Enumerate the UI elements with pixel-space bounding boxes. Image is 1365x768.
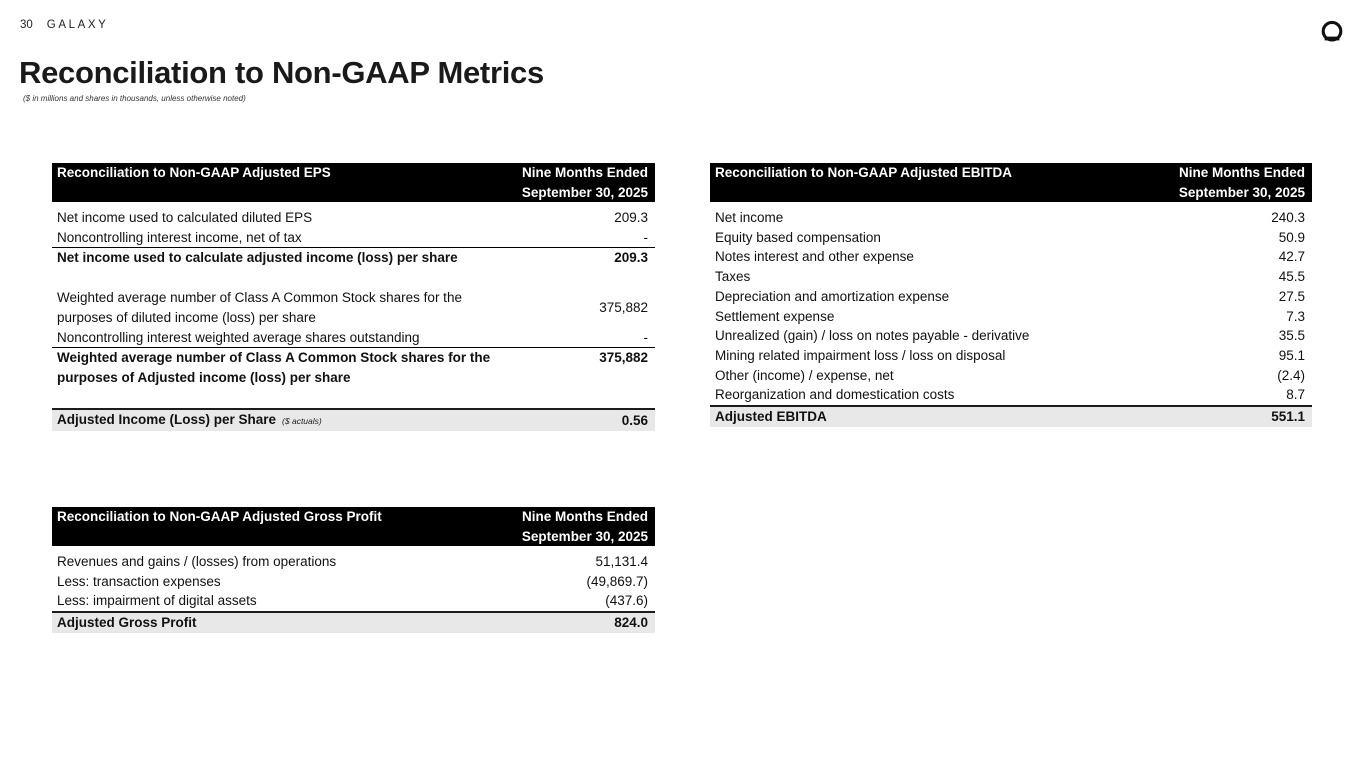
table-row: Reorganization and domestication costs 8.…	[710, 385, 1312, 405]
galaxy-logo-icon	[1320, 20, 1344, 44]
row-value: 0.56	[621, 412, 648, 428]
table-row	[52, 388, 655, 408]
row-value: (49,869.7)	[586, 573, 648, 589]
row-label: Net income used to calculated diluted EP…	[57, 210, 313, 225]
row-label: Notes interest and other expense	[715, 249, 914, 265]
table-row: Notes interest and other expense 42.7	[710, 247, 1312, 267]
table-title: Reconciliation to Non-GAAP Adjusted EBIT…	[715, 165, 1013, 180]
row-value: 95.1	[1278, 347, 1305, 363]
period-line-2: September 30, 2025	[521, 528, 648, 544]
adjusted-ebitda-table: Reconciliation to Non-GAAP Adjusted EBIT…	[710, 163, 1312, 427]
table-row: Adjusted EBITDA 551.1	[710, 405, 1312, 427]
row-label-note: ($ actuals)	[282, 415, 322, 426]
row-label: Weighted average number of Class A Commo…	[57, 350, 491, 385]
row-label: Net income	[715, 210, 784, 225]
table-row: Weighted average number of Class A Commo…	[52, 347, 655, 387]
period-header: Nine Months Ended September 30, 2025	[522, 163, 648, 202]
row-value: -	[643, 329, 649, 345]
table-row: Revenues and gains / (losses) from opera…	[52, 552, 655, 572]
row-label: Net income used to calculate adjusted in…	[57, 250, 458, 266]
table-row: Net income 240.3	[710, 208, 1312, 228]
page-title: Reconciliation to Non-GAAP Metrics	[19, 55, 544, 90]
table-row: Noncontrolling interest income, net of t…	[52, 228, 655, 248]
row-value: 375,882	[599, 350, 648, 366]
row-value: 240.3	[1271, 210, 1305, 225]
row-label: Less: impairment of digital assets	[57, 593, 257, 609]
row-label: Adjusted Income (Loss) per Share ($ actua…	[57, 411, 322, 427]
table-header: Reconciliation to Non-GAAP Adjusted EBIT…	[710, 163, 1312, 202]
row-label: Settlement expense	[715, 308, 835, 324]
table-row: Unrealized (gain) / loss on notes payabl…	[710, 326, 1312, 346]
table-header: Reconciliation to Non-GAAP Adjusted EPS …	[52, 163, 655, 202]
table-row: Taxes 45.5	[710, 267, 1312, 287]
period-header: Nine Months Ended September 30, 2025	[1179, 163, 1305, 202]
row-label: Noncontrolling interest weighted average…	[57, 329, 420, 345]
table-row: Less: impairment of digital assets (437.6…	[52, 591, 655, 611]
table-body: Net income 240.3 Equity based compensation…	[710, 202, 1312, 427]
row-value: 375,882	[599, 299, 648, 315]
row-value: 50.9	[1278, 229, 1305, 245]
page-number: 30	[20, 19, 33, 31]
table-header: Reconciliation to Non-GAAP Adjusted Gros…	[52, 507, 655, 546]
row-value: -	[643, 229, 649, 245]
table-row: Net income used to calculated diluted EP…	[52, 208, 655, 228]
row-label: Adjusted EBITDA	[715, 409, 827, 425]
table-row: Noncontrolling interest weighted average…	[52, 328, 655, 348]
table-row: Less: transaction expenses (49,869.7)	[52, 572, 655, 592]
table-body: Net income used to calculated diluted EP…	[52, 202, 655, 432]
table-row: Adjusted Gross Profit 824.0	[52, 611, 655, 633]
period-line-1: Nine Months Ended	[522, 165, 648, 180]
table-row: Weighted average number of Class A Commo…	[52, 288, 655, 327]
row-value: 8.7	[1286, 387, 1305, 403]
row-label: Revenues and gains / (losses) from opera…	[57, 554, 337, 569]
row-value: 7.3	[1286, 308, 1305, 324]
row-label: Depreciation and amortization expense	[715, 288, 950, 304]
row-value: 551.1	[1271, 409, 1305, 425]
row-value: 209.3	[614, 210, 648, 225]
row-label: Unrealized (gain) / loss on notes payabl…	[715, 328, 1030, 344]
row-label: Less: transaction expenses	[57, 573, 221, 589]
row-value: 824.0	[614, 615, 648, 631]
table-row: Depreciation and amortization expense 27.…	[710, 287, 1312, 307]
row-value: 35.5	[1278, 328, 1305, 344]
row-label: Other (income) / expense, net	[715, 367, 894, 383]
row-value: 45.5	[1278, 269, 1305, 285]
table-row: Other (income) / expense, net (2.4)	[710, 366, 1312, 386]
adjusted-gross-profit-table: Reconciliation to Non-GAAP Adjusted Gros…	[52, 507, 655, 633]
period-line-1: Nine Months Ended	[522, 509, 648, 524]
row-value: (437.6)	[605, 593, 648, 609]
adjusted-eps-table: Reconciliation to Non-GAAP Adjusted EPS …	[52, 163, 655, 432]
row-value: 209.3	[614, 250, 648, 266]
brand-label: GALAXY	[46, 19, 109, 31]
table-body: Revenues and gains / (losses) from opera…	[52, 546, 655, 633]
top-bar: 30 GALAXY	[20, 19, 108, 31]
table-title: Reconciliation to Non-GAAP Adjusted EPS	[57, 165, 331, 180]
page-subtitle: ($ in millions and shares in thousands, …	[23, 94, 246, 103]
period-line-2: September 30, 2025	[521, 184, 648, 200]
row-label: Mining related impairment loss / loss on…	[715, 347, 1006, 363]
row-label: Weighted average number of Class A Commo…	[57, 290, 462, 325]
table-row: Net income used to calculate adjusted in…	[52, 247, 655, 268]
period-line-2: September 30, 2025	[1178, 184, 1305, 200]
row-label: Reorganization and domestication costs	[715, 387, 955, 403]
table-row: Mining related impairment loss / loss on…	[710, 346, 1312, 366]
row-value: 51,131.4	[595, 554, 648, 569]
row-value: 42.7	[1278, 249, 1305, 265]
table-row: Settlement expense 7.3	[710, 307, 1312, 327]
row-value: (2.4)	[1277, 367, 1305, 383]
row-value: 27.5	[1278, 288, 1305, 304]
period-header: Nine Months Ended September 30, 2025	[522, 507, 648, 546]
row-label: Adjusted Gross Profit	[57, 615, 197, 631]
period-line-1: Nine Months Ended	[1179, 165, 1305, 180]
table-row: Equity based compensation 50.9	[710, 228, 1312, 248]
row-label: Equity based compensation	[715, 229, 881, 245]
row-label: Noncontrolling interest income, net of t…	[57, 229, 302, 245]
table-row: Adjusted Income (Loss) per Share ($ actua…	[52, 407, 655, 432]
table-row	[52, 268, 655, 288]
row-label: Taxes	[715, 269, 751, 285]
table-title: Reconciliation to Non-GAAP Adjusted Gros…	[57, 509, 382, 524]
